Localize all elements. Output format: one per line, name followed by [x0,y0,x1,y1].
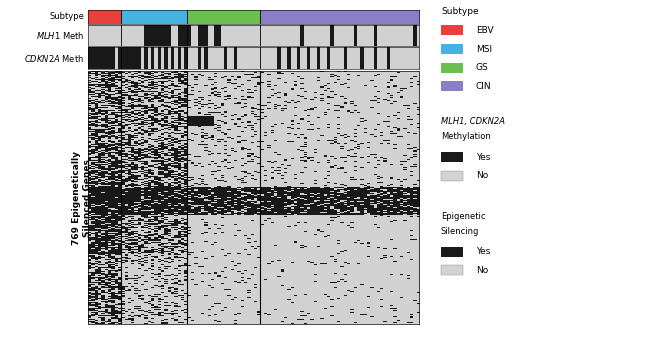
Text: Subtype: Subtype [49,13,84,21]
Y-axis label: 769 Epigenetically
Silenced Genes: 769 Epigenetically Silenced Genes [73,151,92,245]
Text: Silencing: Silencing [441,227,479,236]
Text: MLH1, CDKN2A: MLH1, CDKN2A [441,117,505,126]
Bar [441,152,463,162]
Text: MSI: MSI [476,45,492,53]
Text: $\it{MLH1}$ Meth: $\it{MLH1}$ Meth [36,30,84,41]
Bar [441,171,463,181]
Text: Epigenetic: Epigenetic [441,212,486,221]
Text: $\it{CDKN2A}$ Meth: $\it{CDKN2A}$ Meth [24,53,84,64]
Text: EBV: EBV [476,26,493,35]
Text: Yes: Yes [476,153,490,162]
Text: No: No [476,171,488,180]
Text: Yes: Yes [476,247,490,256]
Text: CIN: CIN [476,82,491,91]
Text: No: No [476,266,488,275]
Bar [441,25,463,35]
Bar [441,81,463,91]
Text: Subtype: Subtype [441,7,478,16]
Bar [441,247,463,257]
Text: Methylation: Methylation [441,132,491,141]
Bar [441,265,463,275]
Text: GS: GS [476,63,489,72]
Bar [441,63,463,73]
Bar [441,44,463,54]
